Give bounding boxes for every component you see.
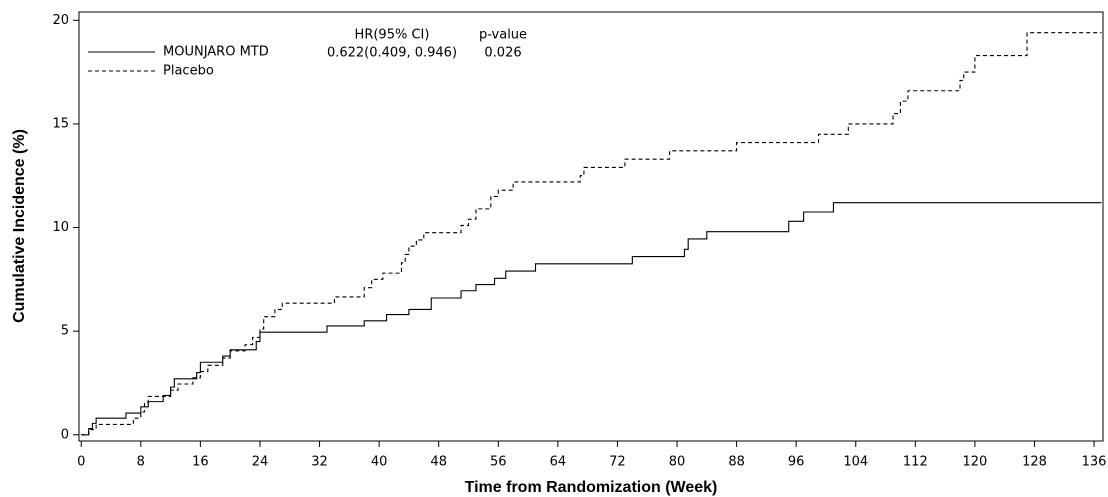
y-tick-label: 5 bbox=[61, 324, 69, 339]
step-line bbox=[81, 202, 1102, 436]
hr-header: HR(95% CI) bbox=[355, 28, 430, 43]
legend-label: MOUNJARO MTD bbox=[163, 45, 269, 60]
x-tick-label: 64 bbox=[550, 455, 567, 470]
x-tick-label: 56 bbox=[490, 455, 507, 470]
x-tick-label: 16 bbox=[192, 455, 209, 470]
x-tick-label: 112 bbox=[903, 455, 928, 470]
x-tick-label: 0 bbox=[77, 455, 85, 470]
x-tick-label: 88 bbox=[728, 455, 745, 470]
p-header: p-value bbox=[479, 28, 527, 43]
x-tick-label: 40 bbox=[371, 455, 388, 470]
x-tick-label: 104 bbox=[843, 455, 868, 470]
step-line bbox=[81, 32, 1102, 436]
x-tick-label: 120 bbox=[962, 455, 987, 470]
x-tick-label: 32 bbox=[311, 455, 328, 470]
x-tick-label: 96 bbox=[788, 455, 805, 470]
x-tick-label: 136 bbox=[1082, 455, 1107, 470]
p-value: 0.026 bbox=[484, 46, 521, 61]
x-tick-label: 128 bbox=[1022, 455, 1047, 470]
hr-value: 0.622(0.409, 0.946) bbox=[327, 46, 457, 61]
legend-label: Placebo bbox=[163, 64, 214, 79]
y-tick-label: 20 bbox=[52, 13, 69, 28]
x-tick-label: 8 bbox=[137, 455, 145, 470]
y-tick-label: 15 bbox=[52, 116, 69, 131]
y-axis-title: Cumulative Incidence (%) bbox=[11, 129, 28, 323]
x-tick-label: 80 bbox=[669, 455, 686, 470]
plot-frame bbox=[78, 11, 1104, 442]
y-tick-label: 10 bbox=[52, 220, 69, 235]
x-tick-label: 72 bbox=[609, 455, 626, 470]
x-tick-label: 48 bbox=[430, 455, 447, 470]
x-axis-title: Time from Randomization (Week) bbox=[465, 479, 718, 496]
y-tick-label: 0 bbox=[61, 427, 69, 442]
x-tick-label: 24 bbox=[252, 455, 269, 470]
